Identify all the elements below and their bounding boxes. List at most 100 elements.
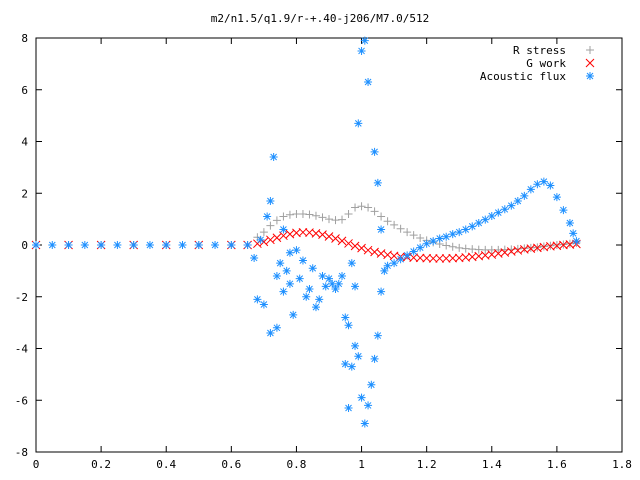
data-point <box>338 215 347 224</box>
x-tick-label: 0 <box>33 458 40 471</box>
data-point <box>468 245 477 254</box>
data-point <box>377 287 386 296</box>
data-point <box>357 243 366 253</box>
data-point <box>331 216 340 225</box>
legend-label: Acoustic flux <box>480 70 566 83</box>
chart-title: m2/n1.5/q1.9/r-+.40-j206/M7.0/512 <box>211 12 430 25</box>
data-point <box>311 211 320 220</box>
data-point <box>565 239 574 248</box>
data-point <box>396 255 405 264</box>
data-point <box>266 197 275 206</box>
data-point <box>338 272 347 281</box>
data-point <box>279 225 288 234</box>
data-point <box>97 241 106 249</box>
data-point <box>380 266 389 275</box>
data-point <box>311 303 320 312</box>
data-point <box>305 210 314 219</box>
data-point <box>513 244 522 253</box>
data-point <box>298 256 307 265</box>
data-point <box>315 295 324 304</box>
data-point <box>364 77 373 86</box>
y-tick-label: 0 <box>21 239 28 252</box>
data-point <box>448 242 457 251</box>
data-point <box>259 228 268 237</box>
data-point <box>272 216 281 225</box>
data-point <box>178 241 187 249</box>
data-point <box>272 272 281 281</box>
data-point <box>354 119 363 128</box>
data-point <box>347 259 356 268</box>
data-point <box>263 212 272 221</box>
data-point <box>403 228 412 237</box>
data-point <box>455 228 464 237</box>
data-point <box>334 279 343 288</box>
y-tick-label: -6 <box>15 394 28 407</box>
data-point <box>422 239 431 248</box>
data-point <box>461 225 470 234</box>
data-point <box>428 254 438 263</box>
series-1 <box>31 227 581 263</box>
data-point <box>526 243 535 252</box>
data-point <box>559 206 568 215</box>
x-tick-label: 1.6 <box>547 458 567 471</box>
legend-label: R stress <box>513 44 566 57</box>
data-point <box>272 323 281 332</box>
data-point <box>266 235 275 245</box>
data-point <box>500 205 509 214</box>
data-point <box>565 219 574 228</box>
data-point <box>364 401 373 410</box>
data-point <box>364 203 373 212</box>
data-point <box>64 241 73 249</box>
data-point <box>325 274 333 283</box>
data-point <box>474 219 483 228</box>
data-point <box>357 393 366 402</box>
data-point <box>363 245 373 255</box>
x-tick-label: 1 <box>358 458 365 471</box>
data-point <box>520 191 529 200</box>
data-point <box>513 197 522 206</box>
series-0 <box>32 202 581 254</box>
data-point <box>256 235 265 244</box>
data-point <box>48 241 57 249</box>
data-point <box>285 279 294 288</box>
data-point <box>266 221 275 230</box>
data-point <box>487 212 496 221</box>
data-point <box>390 220 399 229</box>
data-point <box>113 241 122 249</box>
data-point <box>295 274 304 283</box>
data-point <box>341 313 350 322</box>
data-point <box>546 181 555 190</box>
data-point <box>422 253 432 263</box>
data-point <box>302 292 311 301</box>
data-point <box>415 253 425 263</box>
y-tick-label: 6 <box>21 84 28 97</box>
data-point <box>285 248 294 257</box>
data-point <box>279 212 288 221</box>
data-point <box>416 243 425 252</box>
data-point <box>494 208 503 217</box>
data-point <box>325 215 333 224</box>
data-point <box>468 222 477 231</box>
data-point <box>243 241 252 249</box>
data-point <box>253 295 262 304</box>
data-point <box>552 241 561 249</box>
data-point <box>331 234 340 243</box>
data-point <box>396 224 405 233</box>
data-point <box>276 259 285 268</box>
series-2 <box>32 36 581 428</box>
data-point <box>351 203 360 212</box>
data-point <box>344 321 353 330</box>
data-point <box>298 209 307 218</box>
data-point <box>344 404 353 413</box>
data-point <box>347 362 356 371</box>
data-point <box>572 237 581 246</box>
x-tick-label: 0.8 <box>287 458 307 471</box>
data-point <box>337 236 347 246</box>
legend-marker <box>586 46 594 54</box>
data-point <box>409 247 418 256</box>
data-point <box>282 266 291 275</box>
legend-marker <box>585 58 595 68</box>
legend-label: G work <box>526 57 566 70</box>
